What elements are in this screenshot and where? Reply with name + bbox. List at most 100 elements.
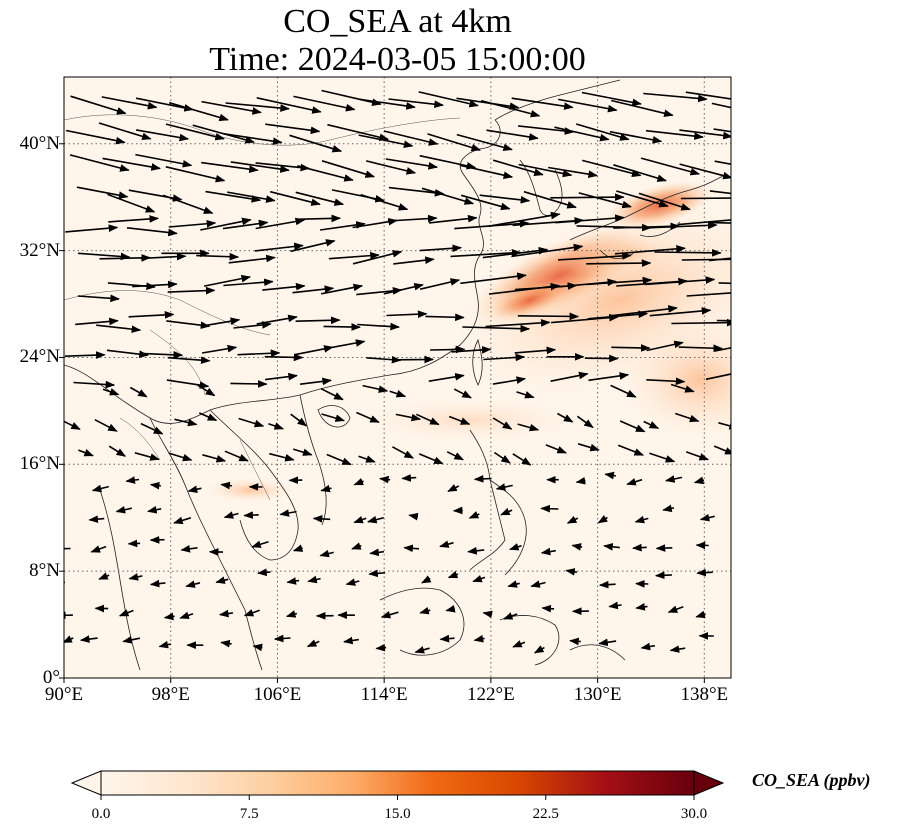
wind-vector — [671, 318, 731, 327]
wind-vector — [295, 191, 345, 206]
wind-vector — [576, 415, 594, 429]
wind-vector — [577, 443, 600, 452]
wind-vector — [201, 100, 262, 115]
wind-vector — [649, 307, 712, 317]
wind-vector — [598, 580, 616, 589]
lat-tick-label: 32°N — [19, 239, 60, 261]
wind-vector — [586, 276, 653, 286]
wind-vector — [587, 310, 649, 320]
wind-vector — [140, 350, 184, 359]
wind-vector — [228, 254, 276, 264]
wind-vector — [617, 444, 644, 456]
wind-vector — [509, 543, 522, 551]
wind-vector — [227, 191, 276, 203]
wind-vector — [541, 604, 555, 613]
colorbar — [70, 770, 725, 800]
wind-vector — [128, 573, 143, 581]
wind-vector — [425, 313, 465, 322]
wind-vector — [286, 577, 300, 585]
wind-vector — [108, 215, 160, 223]
wind-vector — [421, 575, 432, 584]
wind-vector — [203, 274, 252, 287]
wind-vectors — [64, 89, 731, 654]
wind-vector — [640, 642, 656, 651]
wind-vector — [467, 546, 485, 555]
wind-vector — [223, 278, 274, 287]
wind-vector — [669, 645, 686, 653]
wind-vector — [294, 345, 334, 356]
wind-vector — [626, 478, 643, 486]
wind-vector — [353, 515, 367, 524]
wind-vector — [328, 251, 380, 260]
wind-vector — [179, 611, 194, 619]
wind-vector — [428, 373, 465, 382]
wind-vector — [330, 339, 366, 349]
wind-vector — [670, 383, 695, 393]
wind-vector — [450, 249, 522, 258]
wind-vector — [115, 505, 132, 514]
wind-vector — [254, 242, 304, 252]
wind-vector — [685, 91, 731, 100]
wind-vector — [262, 282, 306, 291]
lat-tick-label: 8°N — [29, 560, 60, 582]
wind-vector — [709, 257, 731, 262]
wind-vector — [427, 133, 482, 152]
wind-vector — [222, 132, 283, 145]
wind-vector — [173, 516, 192, 525]
wind-vector — [571, 543, 583, 551]
wind-vector — [386, 310, 428, 319]
wind-vector — [678, 344, 724, 353]
wind-vector — [299, 377, 332, 386]
wind-vector — [205, 190, 262, 203]
wind-vector — [375, 643, 387, 652]
wind-vector — [290, 239, 336, 253]
wind-vector — [646, 340, 684, 352]
wind-vector — [533, 645, 545, 654]
wind-vector — [655, 544, 673, 552]
wind-vector — [518, 125, 575, 135]
wind-vector — [98, 572, 110, 580]
wind-vector — [493, 451, 511, 464]
wind-vector — [279, 509, 297, 517]
wind-vector — [518, 163, 573, 178]
wind-vector — [492, 376, 527, 385]
wind-vector — [149, 579, 166, 588]
wind-vector — [196, 252, 240, 261]
wind-vector — [285, 610, 298, 618]
wind-vector — [718, 422, 731, 430]
wind-vector — [198, 412, 218, 422]
wind-vector — [135, 97, 194, 112]
wind-vector — [395, 413, 422, 422]
wind-vector — [447, 484, 460, 493]
wind-vector — [550, 193, 625, 202]
lat-tick-label: 16°N — [19, 453, 60, 475]
wind-vector — [255, 217, 306, 230]
wind-vector — [368, 569, 386, 578]
wind-vector — [558, 98, 618, 113]
wind-vector — [480, 99, 541, 118]
wind-vector — [419, 154, 477, 170]
wind-vector — [167, 356, 211, 364]
wind-vector — [64, 487, 65, 488]
wind-vector — [135, 129, 190, 142]
wind-vector — [665, 475, 683, 483]
wind-vector — [713, 445, 731, 455]
wind-vector — [555, 214, 625, 224]
wind-vector — [456, 133, 513, 152]
wind-vector — [645, 129, 704, 140]
wind-vector — [70, 95, 127, 115]
wind-vector — [569, 637, 581, 646]
wind-vector — [196, 384, 216, 397]
wind-vector — [202, 317, 241, 327]
wind-vector — [649, 452, 676, 463]
wind-vector — [429, 214, 478, 224]
wind-vector — [230, 161, 290, 173]
wind-vector — [468, 511, 480, 519]
wind-vector — [421, 187, 475, 205]
wind-vector — [265, 372, 298, 381]
wind-vector — [545, 444, 567, 454]
wind-vector — [711, 102, 731, 109]
wind-vector — [598, 638, 617, 647]
wind-vector — [614, 245, 686, 255]
